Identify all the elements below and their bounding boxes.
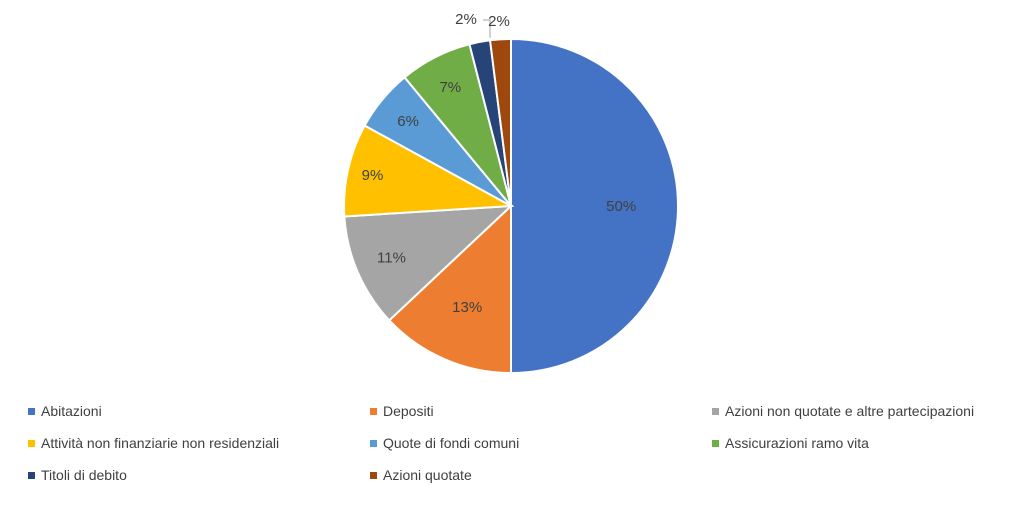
slice-label-5: 6% (397, 113, 419, 130)
leader-line-7 (483, 19, 491, 38)
slice-label-2: 13% (452, 299, 482, 316)
pie-slices (343, 37, 679, 375)
pie-slice-8 (488, 37, 512, 207)
pie-slice-1 (510, 37, 679, 375)
legend-label: Azioni non quotate e altre partecipazion… (725, 403, 975, 419)
legend-label: Quote di fondi comuni (383, 435, 520, 451)
legend-item-8: Azioni quotate (370, 467, 472, 483)
legend-swatch (28, 439, 35, 447)
legend-swatch (28, 471, 35, 479)
legend-swatch (712, 407, 719, 415)
slice-label-3: 11% (377, 250, 406, 267)
slice-label-4: 9% (362, 167, 384, 184)
pie-slice-2 (387, 203, 512, 375)
slice-label-8: 2% (488, 13, 510, 30)
pie-labels: 50% 13% 11% 9% 6% 7% 2% 2% (362, 11, 637, 316)
legend-label: Azioni quotate (383, 467, 472, 483)
legend-item-3: Azioni non quotate e altre partecipazion… (712, 403, 974, 419)
legend-swatch (370, 471, 377, 479)
slice-label-6: 7% (439, 79, 461, 96)
pie-slice-3 (343, 204, 514, 322)
legend-item-7: Titoli di debito (28, 467, 127, 483)
legend-label: Abitazioni (41, 403, 102, 419)
legend-item-6: Assicurazioni ramo vita (712, 435, 869, 451)
legend-item-2: Depositi (370, 403, 434, 419)
legend-swatch (370, 439, 377, 447)
legend-swatch (712, 439, 719, 447)
legend-label: Titoli di debito (41, 467, 127, 483)
legend-label: Depositi (383, 403, 434, 419)
legend-item-1: Abitazioni (28, 403, 102, 419)
legend-label: Assicurazioni ramo vita (725, 435, 869, 451)
pie-slice-4 (343, 124, 515, 218)
chart-legend: Abitazioni Depositi Azioni non quotate e a… (0, 400, 1024, 500)
slice-label-7: 2% (455, 11, 477, 28)
legend-item-4: Attività non finanziarie non residenzial… (28, 435, 279, 451)
legend-swatch (28, 407, 35, 415)
legend-label: Attività non finanziarie non residenzial… (41, 435, 280, 451)
legend-item-5: Quote di fondi comuni (370, 435, 519, 451)
slice-label-1: 50% (606, 198, 636, 215)
legend-swatch (370, 407, 377, 415)
